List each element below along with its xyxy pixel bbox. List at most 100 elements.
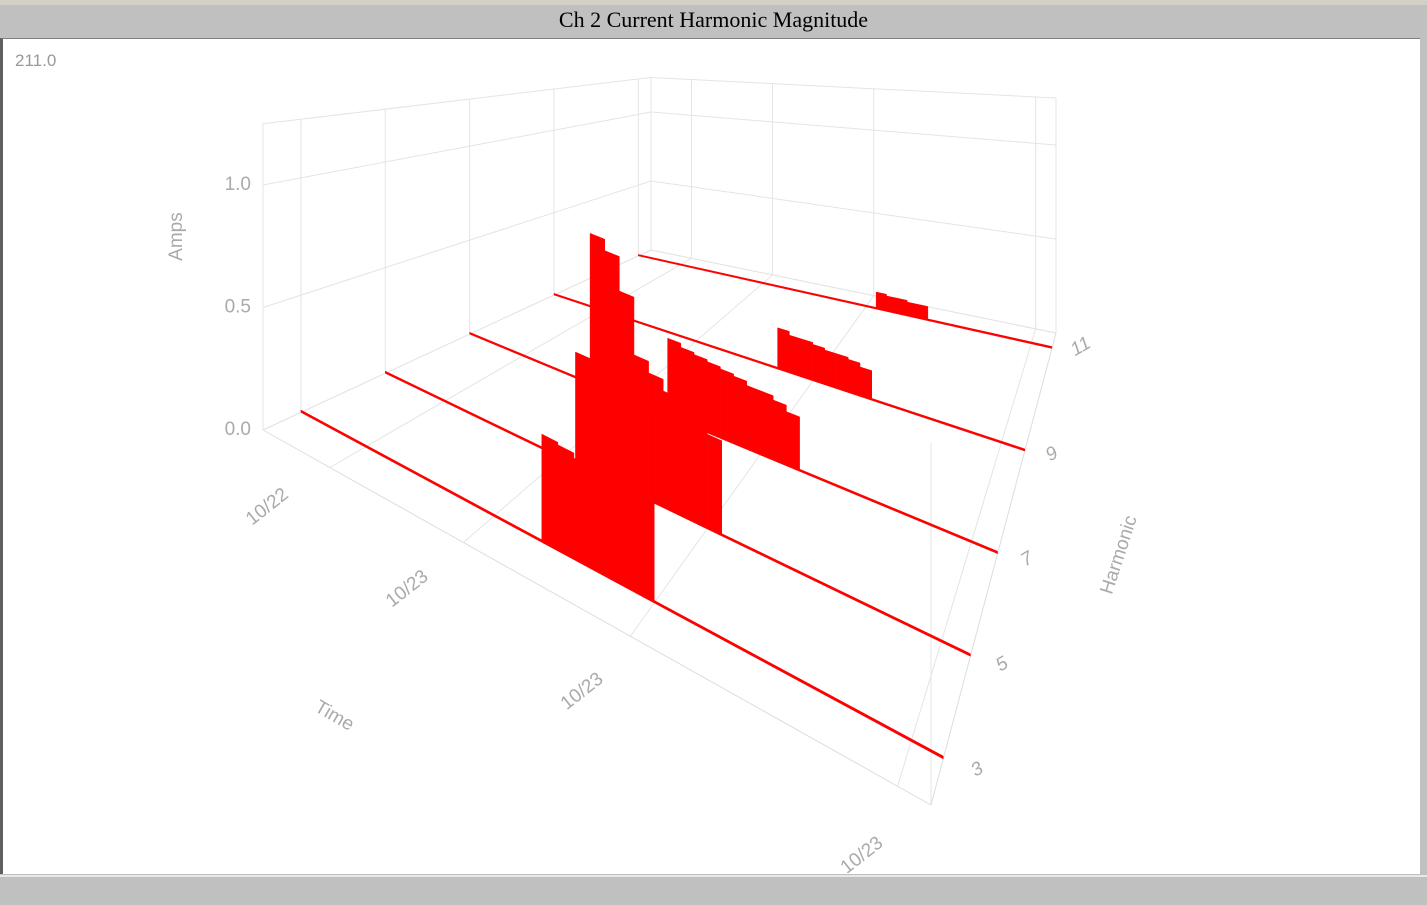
bar: [605, 468, 623, 587]
corner-label: 211.0: [15, 51, 57, 70]
bar: [495, 342, 510, 351]
bar: [814, 686, 832, 699]
bar: [380, 452, 398, 465]
bar: [844, 300, 856, 305]
bar: [838, 589, 854, 601]
bar: [852, 490, 866, 500]
bar: [541, 433, 559, 552]
bar: [875, 291, 887, 312]
bar: [385, 370, 401, 381]
bar: [968, 327, 980, 333]
bar: [750, 547, 766, 558]
bar: [999, 334, 1011, 340]
bar: [1020, 339, 1032, 345]
bar: [332, 426, 350, 439]
bar: [502, 427, 518, 438]
grid-line: [262, 180, 652, 308]
bar: [414, 384, 430, 395]
bar: [931, 523, 946, 533]
bar: [482, 337, 497, 346]
bar: [948, 323, 960, 328]
bar: [637, 490, 655, 604]
bar: [706, 361, 721, 439]
bar: [710, 270, 722, 275]
bar: [765, 554, 781, 565]
x-tick-label: 10/23: [382, 566, 432, 612]
bar: [824, 349, 837, 389]
bar: [493, 513, 510, 526]
bar: [429, 478, 446, 491]
bar: [348, 435, 366, 448]
bar: [445, 487, 462, 500]
grid-line: [262, 111, 652, 186]
z-tick-label: 0.5: [225, 297, 251, 318]
bar: [803, 290, 815, 296]
bar: [800, 338, 814, 382]
y-axis-label: Harmonic: [1097, 513, 1142, 597]
bar: [825, 479, 840, 489]
bar: [853, 596, 869, 608]
bar: [364, 444, 382, 457]
bar: [677, 401, 693, 523]
bar: [847, 358, 861, 397]
bar: [937, 320, 949, 326]
bar: [736, 540, 752, 551]
bar: [782, 669, 799, 682]
x-tick-label: 10/23: [837, 832, 887, 873]
grid-line: [650, 111, 1057, 146]
bar: [830, 695, 848, 708]
bar: [846, 703, 864, 716]
bar: [316, 418, 334, 431]
bar: [553, 293, 567, 300]
bar: [509, 522, 527, 535]
bar: [720, 272, 732, 277]
bar: [662, 390, 679, 516]
box-edge: [262, 77, 652, 125]
bar: [428, 391, 445, 402]
bar: [906, 301, 918, 319]
bar: [413, 470, 430, 483]
bar: [989, 332, 1001, 338]
bar: [751, 279, 763, 284]
bar: [750, 651, 767, 664]
bar: [557, 444, 575, 561]
bar: [918, 518, 932, 527]
box-edge: [930, 332, 1057, 806]
x-tick-label: 10/22: [242, 484, 292, 530]
bar: [702, 625, 719, 638]
bar: [516, 434, 532, 445]
bar: [824, 295, 836, 301]
chart: 0.0 0.5 1.0 10/22 10/23 10/23 10/23 3 5 7 9 11 Amps T…: [166, 77, 1142, 873]
bar: [786, 411, 800, 472]
bar: [669, 261, 680, 266]
bar: [397, 461, 414, 474]
grid-line: [897, 328, 1037, 787]
grid-line: [329, 257, 692, 468]
bar: [836, 353, 849, 393]
bar: [779, 561, 796, 572]
bar: [689, 265, 701, 271]
bar: [927, 318, 939, 324]
bar: [926, 746, 944, 760]
bar: [670, 608, 687, 621]
bar: [658, 258, 670, 264]
bar: [734, 643, 751, 656]
bar: [813, 293, 825, 298]
bar: [955, 646, 971, 657]
bar: [573, 457, 591, 569]
bar: [721, 533, 737, 544]
bar: [911, 624, 927, 636]
status-bar: [0, 875, 1427, 905]
bar: [575, 351, 591, 473]
bar: [878, 501, 893, 511]
bar: [472, 413, 488, 424]
bar: [589, 232, 605, 480]
box-edge: [650, 77, 1057, 99]
plot-area: 211.0 0.0 0.5 1.0 10/22 10/23 10/23 10/23 3 5 7 9 1…: [0, 38, 1420, 874]
bar: [865, 496, 880, 505]
bar: [741, 277, 753, 282]
bar: [1010, 336, 1022, 342]
z-tick-label: 1.0: [225, 174, 251, 195]
bar: [897, 617, 913, 629]
